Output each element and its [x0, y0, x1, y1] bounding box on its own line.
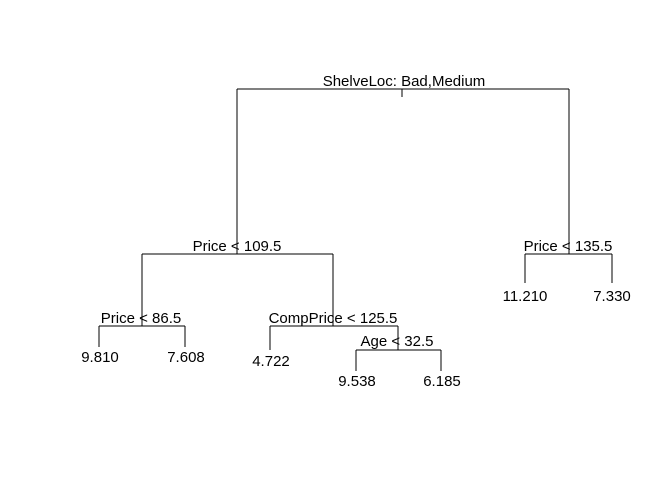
leaf-9-538: 9.538 [338, 373, 376, 390]
node-price-86: Price < 86.5 9.810 7.608 [81, 310, 205, 366]
price-109-split-label: Price < 109.5 [193, 238, 282, 255]
leaf-7-608: 7.608 [167, 349, 205, 366]
leaf-4-722: 4.722 [252, 353, 290, 370]
leaf-11-210: 11.210 [503, 288, 548, 305]
leaf-7-330: 7.330 [593, 288, 631, 305]
leaf-9-810: 9.810 [81, 349, 119, 366]
node-price-135: Price < 135.5 11.210 7.330 [503, 238, 631, 305]
node-root: ShelveLoc: Bad,Medium [236, 73, 570, 254]
node-price-109: Price < 109.5 [141, 238, 334, 326]
root-split-label: ShelveLoc: Bad,Medium [323, 73, 486, 90]
node-compprice-125: CompPrice < 125.5 4.722 [252, 310, 399, 370]
compprice-split-label: CompPrice < 125.5 [269, 310, 398, 327]
age-split-label: Age < 32.5 [361, 333, 434, 350]
price-86-split-label: Price < 86.5 [101, 310, 181, 327]
node-age-32: Age < 32.5 9.538 6.185 [338, 333, 461, 390]
price-135-split-label: Price < 135.5 [524, 238, 613, 255]
leaf-6-185: 6.185 [423, 373, 461, 390]
